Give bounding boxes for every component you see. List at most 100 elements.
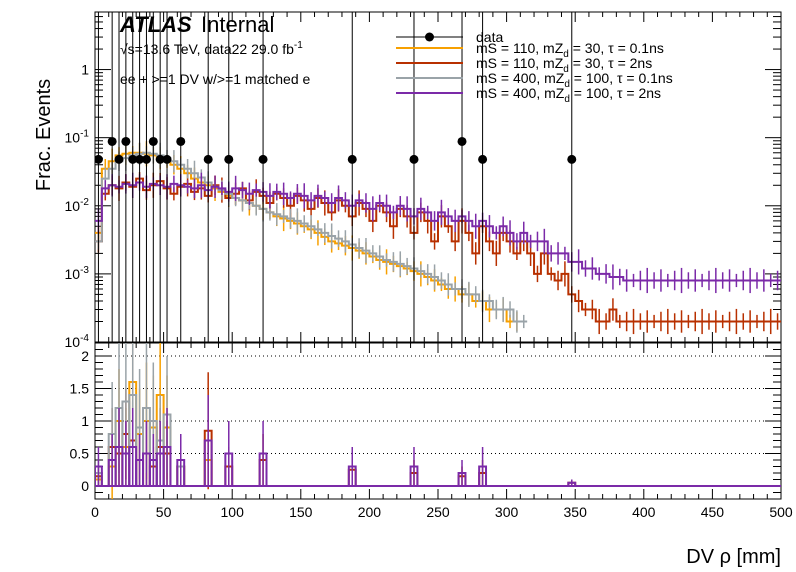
data-point xyxy=(114,12,124,342)
ratio-ticks xyxy=(94,343,782,499)
data-point xyxy=(135,12,145,342)
ratio-y-tick-label: 1.5 xyxy=(70,381,90,397)
ratio-panel: 0 0.5 1 1.5 2 0 50 100 150 200 250 300 350 400 450 500… xyxy=(70,342,793,568)
data-marker xyxy=(162,154,172,164)
data-point xyxy=(128,12,138,342)
ratio-plot-frame xyxy=(94,342,782,500)
data-marker xyxy=(203,154,213,164)
x-tick-label: 500 xyxy=(769,504,793,520)
data-points xyxy=(95,12,577,342)
mc-series-2 xyxy=(95,171,781,335)
ratio-series-3 xyxy=(95,343,781,487)
data-point xyxy=(121,12,131,342)
top-y-tick-labels: 10-4 10-3 10-2 10-1 1 xyxy=(65,62,90,350)
energy-sup: -1 xyxy=(294,40,303,51)
data-marker xyxy=(114,154,124,164)
mc-step-line xyxy=(95,177,781,323)
data-point xyxy=(457,12,467,342)
data-marker xyxy=(95,154,103,164)
selection-label: ee + >=1 DV w/>=1 matched e xyxy=(120,71,311,87)
data-marker xyxy=(409,154,419,164)
x-tick-label: 250 xyxy=(426,504,450,520)
x-tick-label: 0 xyxy=(91,504,99,520)
legend-entry-mc-4: mS = 400, mZd = 100, τ = 2ns xyxy=(396,85,661,105)
x-tick-label: 200 xyxy=(358,504,382,520)
data-point xyxy=(409,12,419,342)
atlas-label: ATLAS xyxy=(119,12,192,37)
legend-label: mS = 110, mZd = 30, τ = 0.1ns xyxy=(476,40,664,60)
data-point xyxy=(258,12,268,342)
ratio-series xyxy=(95,343,781,499)
data-marker xyxy=(347,154,357,164)
x-tick-labels: 0 50 100 150 200 250 300 350 400 450 500 xyxy=(91,504,793,520)
top-series xyxy=(95,141,781,335)
top-ticks xyxy=(94,11,782,343)
legend-entry-mc-2: mS = 110, mZd = 30, τ = 2ns xyxy=(396,55,652,75)
data-marker xyxy=(121,136,131,146)
data-point xyxy=(162,12,172,342)
legend-data-label: data xyxy=(476,29,503,45)
mc-step-line xyxy=(95,181,781,282)
legend-label: mS = 400, mZd = 100, τ = 2ns xyxy=(476,85,661,105)
data-point xyxy=(203,12,213,342)
ratio-y-tick-label: 0 xyxy=(81,478,89,494)
data-point xyxy=(347,12,357,342)
data-marker xyxy=(135,154,145,164)
legend-label: mS = 400, mZd = 100, τ = 0.1ns xyxy=(476,70,673,90)
legend-data-marker xyxy=(425,32,434,42)
data-point xyxy=(567,12,577,342)
data-point xyxy=(148,12,158,342)
data-point xyxy=(141,12,151,342)
top-y-tick-label: 10-4 xyxy=(65,333,90,350)
top-y-tick-label: 10-1 xyxy=(65,129,90,146)
ratio-y-tick-label: 2 xyxy=(81,348,89,364)
ratio-series-4 xyxy=(95,395,781,487)
x-tick-label: 100 xyxy=(221,504,245,520)
legend-label: mS = 110, mZd = 30, τ = 2ns xyxy=(476,55,652,75)
legend-entry-mc-3: mS = 400, mZd = 100, τ = 0.1ns xyxy=(396,70,673,90)
top-y-tick-label: 10-2 xyxy=(65,197,90,214)
data-marker xyxy=(141,154,151,164)
energy-label: √s=13.6 TeV, data22 29.0 fb-1 xyxy=(120,40,303,57)
data-marker xyxy=(128,154,138,164)
energy-text: √s=13.6 TeV, data22 29.0 fb xyxy=(120,41,294,57)
x-tick-label: 150 xyxy=(289,504,313,520)
x-tick-label: 50 xyxy=(156,504,172,520)
legend-entry-mc-1: mS = 110, mZd = 30, τ = 0.1ns xyxy=(396,40,664,60)
data-point xyxy=(478,12,488,342)
top-panel: 10-4 10-3 10-2 10-1 1 Frac. Events ATLAS Int… xyxy=(33,11,782,350)
data-point xyxy=(155,12,165,342)
data-marker xyxy=(155,154,165,164)
top-y-tick-label: 10-3 xyxy=(65,265,90,282)
mc-series-4 xyxy=(95,172,781,294)
data-point xyxy=(224,12,234,342)
mc-series-1 xyxy=(95,141,521,332)
x-tick-label: 400 xyxy=(632,504,656,520)
x-tick-label: 450 xyxy=(701,504,725,520)
ratio-y-tick-labels: 0 0.5 1 1.5 2 xyxy=(70,348,90,494)
data-marker xyxy=(107,136,117,146)
top-y-tick-label: 1 xyxy=(81,62,89,78)
data-marker xyxy=(224,154,234,164)
x-tick-label: 300 xyxy=(495,504,519,520)
data-marker xyxy=(148,136,158,146)
top-y-axis-title: Frac. Events xyxy=(33,79,55,191)
data-marker xyxy=(176,136,186,146)
data-marker xyxy=(258,154,268,164)
data-marker xyxy=(457,136,467,146)
data-point xyxy=(176,12,186,342)
mc-step-line xyxy=(95,151,521,323)
legend-entry-data: data xyxy=(396,29,503,45)
ratio-y-tick-label: 0.5 xyxy=(70,446,90,462)
x-axis-title: DV ρ [mm] xyxy=(686,546,781,568)
atlas-status: Internal xyxy=(201,12,274,37)
x-tick-label: 350 xyxy=(564,504,588,520)
ratio-series-2 xyxy=(95,372,781,490)
data-point xyxy=(107,12,117,342)
data-point xyxy=(95,12,103,342)
ratio-y-tick-label: 1 xyxy=(81,413,89,429)
ratio-gridlines xyxy=(95,355,781,454)
data-marker xyxy=(478,154,488,164)
